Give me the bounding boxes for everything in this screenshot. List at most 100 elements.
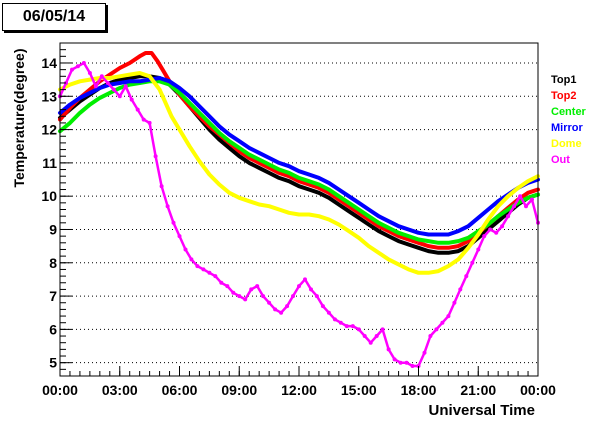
series-point-out [326, 310, 331, 315]
series-point-out [344, 324, 349, 329]
series-point-out [362, 334, 367, 338]
series-point-out [356, 327, 361, 332]
series-point-out [267, 300, 272, 305]
series-point-out [428, 334, 433, 338]
x-axis: 00:00 03:00 06:00 09:00 12:00 15:00 18:00 21:00… [42, 366, 556, 398]
series-line-mirror [58, 76, 540, 237]
series-point-out [261, 294, 266, 299]
series-point-out [111, 87, 116, 92]
series-point-out [87, 71, 92, 75]
series-point-out [530, 197, 534, 202]
legend-entry-center: Center [551, 106, 587, 118]
series-point-out [201, 267, 206, 272]
series-point-out [434, 327, 439, 332]
series-point-out [320, 304, 325, 309]
x-tick-label: 15:00 [341, 382, 377, 398]
series-point-out [458, 287, 463, 292]
series-point-out [518, 194, 523, 199]
series-line-center [58, 79, 540, 245]
series-point-out [147, 120, 152, 125]
series-point-out [285, 304, 290, 309]
series-point-out [105, 81, 110, 85]
y-axis-label: Temperature(degree) [11, 48, 27, 187]
series-line-top2 [58, 51, 540, 250]
series-point-out [225, 284, 230, 289]
y-axis: 5 6 7 8 9 10 11 12 13 14 [41, 42, 72, 377]
series-group [58, 51, 540, 368]
series-point-out [410, 364, 415, 368]
x-tick-label: 00:00 [520, 382, 556, 398]
plot-frame [59, 42, 539, 377]
x-tick-label: 12:00 [281, 382, 317, 398]
series-point-out [440, 320, 445, 325]
legend: Top1 Top2 Center Mirror Dome Out [551, 74, 587, 166]
series-point-out [398, 360, 403, 365]
series-point-out [482, 234, 487, 239]
series-point-out [374, 334, 379, 338]
series-point-out [129, 97, 134, 102]
series-point-out [386, 347, 391, 352]
series-point-out [512, 204, 517, 209]
date-label-box: 06/05/14 [2, 3, 106, 31]
series-point-out [171, 220, 176, 225]
y-tick-label: 8 [49, 255, 57, 271]
series-point-out [303, 277, 307, 282]
series-point-out [494, 230, 499, 235]
y-tick-label: 7 [49, 288, 57, 304]
series-point-out [165, 204, 170, 209]
series-point-out [291, 294, 295, 299]
y-tick-label: 10 [41, 188, 57, 204]
series-point-out [177, 234, 182, 239]
series-point-out [392, 357, 397, 362]
x-tick-label: 09:00 [221, 382, 257, 398]
series-point-out [404, 360, 409, 365]
series-point-out [309, 287, 313, 292]
x-tick-label: 06:00 [162, 382, 198, 398]
series-point-out [70, 67, 74, 72]
series-line-top1 [58, 74, 540, 255]
y-tick-label: 11 [42, 155, 57, 171]
series-point-out [93, 84, 98, 89]
series-point-out [141, 117, 146, 122]
series-point-out [452, 300, 457, 305]
x-axis-label: Universal Time [429, 402, 535, 419]
series-point-out [350, 324, 355, 329]
legend-entry-mirror: Mirror [551, 122, 584, 134]
x-tick-label: 00:00 [42, 382, 78, 398]
series-point-out [338, 320, 343, 325]
series-point-out [99, 74, 104, 79]
series-line-dome [58, 71, 540, 275]
y-tick-label: 14 [41, 55, 57, 71]
series-point-out [195, 264, 200, 269]
series-point-out [249, 287, 254, 292]
series-point-out [75, 64, 80, 69]
x-tick-label: 18:00 [401, 382, 437, 398]
series-point-out [189, 257, 194, 262]
series-point-out [506, 214, 511, 219]
series-point-out [446, 314, 451, 319]
series-point-out [123, 84, 128, 89]
series-point-out [183, 247, 188, 252]
series-point-out [470, 260, 475, 265]
series-point-out [273, 307, 278, 312]
y-tick-label: 12 [41, 122, 57, 138]
series-point-out [207, 270, 212, 275]
x-tick-label: 21:00 [460, 382, 496, 398]
series-point-out [314, 294, 319, 299]
series-point-out [153, 154, 158, 159]
series-point-out [524, 204, 528, 209]
series-point-out [135, 107, 140, 112]
y-tick-label: 13 [41, 88, 57, 104]
series-point-out [332, 317, 337, 322]
y-tick-label: 9 [49, 221, 57, 237]
series-point-out [368, 340, 373, 345]
series-point-out [476, 247, 481, 252]
series-point-out [237, 294, 242, 299]
series-point-out [213, 274, 218, 279]
x-tick-label: 03:00 [102, 382, 138, 398]
series-point-out [500, 224, 505, 229]
series-point-out [243, 297, 248, 302]
legend-entry-out: Out [551, 154, 570, 166]
series-point-out [117, 94, 122, 99]
